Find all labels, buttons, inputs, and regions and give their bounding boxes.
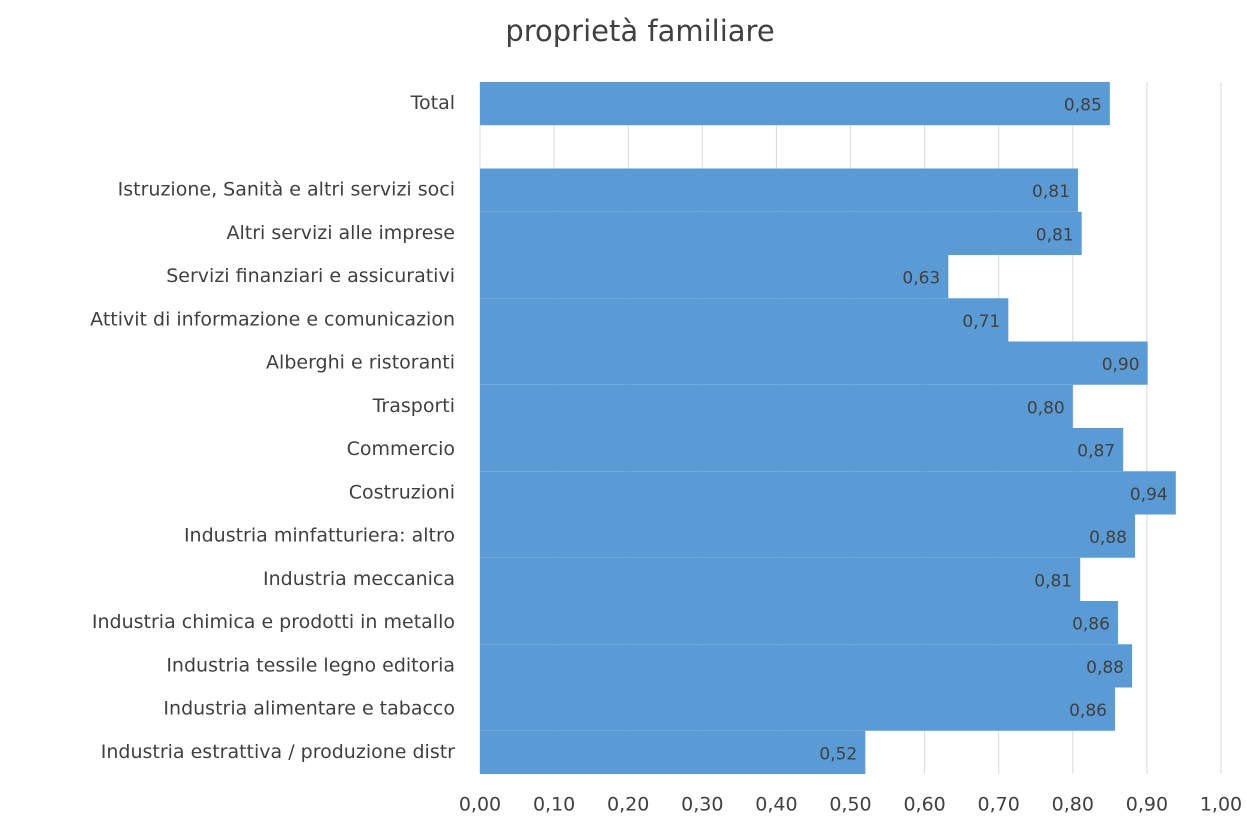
value-label: 0,86 (1072, 615, 1110, 635)
value-label: 0,52 (819, 744, 857, 764)
y-tick-label: Istruzione, Sanità e altri servizi soci (118, 179, 455, 201)
value-label: 0,81 (1032, 182, 1070, 202)
x-tick-label: 0,70 (978, 794, 1020, 816)
bar (480, 471, 1176, 515)
y-tick-label: Industria estrattiva / produzione distr (101, 741, 455, 763)
x-tick-label: 0,80 (1052, 794, 1094, 816)
y-tick-label: Industria alimentare e tabacco (163, 698, 455, 720)
chart-title: proprietà familiare (505, 14, 774, 48)
x-tick-label: 0,90 (1126, 794, 1168, 816)
value-label: 0,81 (1036, 225, 1074, 245)
x-tick-label: 0,60 (903, 794, 945, 816)
bar (480, 298, 1009, 342)
y-tick-label: Total (410, 92, 455, 114)
bar (480, 730, 866, 774)
value-label: 0,80 (1027, 398, 1065, 418)
bar (480, 341, 1148, 385)
bar (480, 168, 1078, 212)
x-tick-label: 0,50 (829, 794, 871, 816)
y-tick-label: Industria meccanica (263, 568, 455, 590)
y-tick-label: Commercio (347, 438, 455, 460)
value-label: 0,81 (1034, 571, 1072, 591)
bar (480, 644, 1133, 688)
y-tick-label: Costruzioni (349, 481, 455, 503)
bar (480, 687, 1116, 731)
value-label: 0,71 (962, 312, 1000, 332)
bar (480, 428, 1124, 472)
value-label: 0,87 (1077, 442, 1115, 462)
y-tick-label: Trasporti (372, 395, 455, 417)
y-tick-label: Attivit di informazione e comunicazion (90, 308, 455, 330)
x-tick-label: 1,00 (1200, 794, 1242, 816)
y-tick-label: Altri servizi alle imprese (226, 222, 455, 244)
x-tick-label: 0,40 (755, 794, 797, 816)
value-label: 0,85 (1064, 96, 1102, 116)
y-tick-label: Industria tessile legno editoria (166, 654, 455, 676)
value-label: 0,86 (1069, 701, 1107, 721)
y-tick-label: Industria minfatturiera: altro (184, 525, 455, 547)
bar (480, 514, 1136, 558)
y-tick-label: Alberghi e ristoranti (266, 352, 455, 374)
x-tick-label: 0,30 (681, 794, 723, 816)
y-tick-label: Servizi finanziari e assicurativi (166, 265, 455, 287)
x-tick-label: 0,00 (459, 794, 501, 816)
bar (480, 255, 949, 299)
value-label: 0,88 (1086, 658, 1124, 678)
value-label: 0,94 (1130, 485, 1168, 505)
value-label: 0,88 (1089, 528, 1127, 548)
value-label: 0,90 (1102, 355, 1140, 375)
value-label: 0,63 (902, 269, 940, 289)
bar (480, 211, 1082, 255)
x-tick-label: 0,10 (533, 794, 575, 816)
bar (480, 82, 1110, 126)
bar (480, 601, 1119, 645)
x-tick-label: 0,20 (607, 794, 649, 816)
bar (480, 384, 1073, 428)
y-tick-label: Industria chimica e prodotti in metallo (92, 611, 455, 633)
bar (480, 557, 1081, 601)
